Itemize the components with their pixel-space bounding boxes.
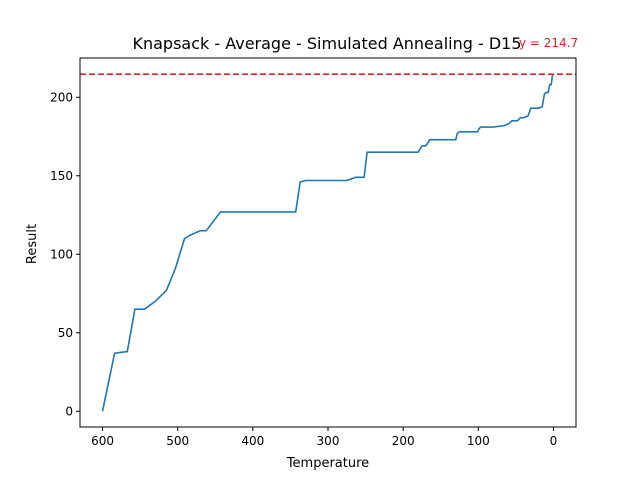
y-tick-label: 0 <box>65 404 73 418</box>
x-tick-label: 100 <box>467 434 490 448</box>
x-tick-label: 400 <box>241 434 264 448</box>
x-tick-label: 300 <box>317 434 340 448</box>
x-tick-label: 600 <box>91 434 114 448</box>
series-line-0 <box>101 73 554 412</box>
chart-title: Knapsack - Average - Simulated Annealing… <box>132 34 521 53</box>
y-axis-label: Result <box>25 224 40 264</box>
y-tick-label: 200 <box>50 90 73 104</box>
y-tick-label: 150 <box>50 169 73 183</box>
x-tick-label: 200 <box>392 434 415 448</box>
plot-area: y = 214.7 600 500 400 300 200 100 0 0 50 100 150 200 <box>50 36 578 448</box>
reference-line-label: y = 214.7 <box>519 36 578 50</box>
y-tick-label: 100 <box>50 247 73 261</box>
x-tick-label: 0 <box>550 434 558 448</box>
x-axis-label: Temperature <box>286 456 369 471</box>
y-tick-label: 50 <box>58 326 73 340</box>
x-tick-label: 500 <box>166 434 189 448</box>
